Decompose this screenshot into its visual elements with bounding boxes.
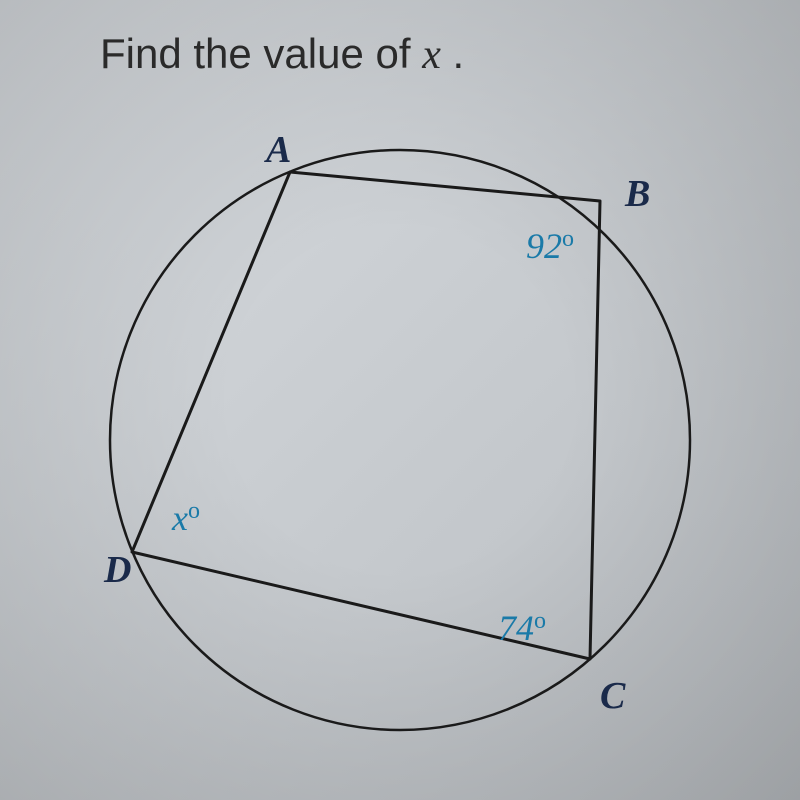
vertex-B-label: B	[624, 173, 650, 215]
vertex-C-label: C	[600, 675, 626, 717]
title-variable: x	[422, 32, 441, 78]
angle-D-value: xo	[171, 498, 200, 538]
vertex-D-label: D	[103, 549, 131, 591]
vertex-A-label: A	[264, 129, 291, 171]
problem-title: Find the value of x .	[100, 30, 464, 79]
circumscribed-circle	[110, 150, 690, 730]
angle-B-value: 92o	[526, 226, 574, 266]
angle-C-value: 74o	[498, 608, 546, 648]
title-prefix: Find the value of	[100, 30, 422, 77]
title-suffix: .	[441, 30, 464, 77]
geometry-diagram: A B D C 92o 74o xo	[60, 100, 740, 780]
